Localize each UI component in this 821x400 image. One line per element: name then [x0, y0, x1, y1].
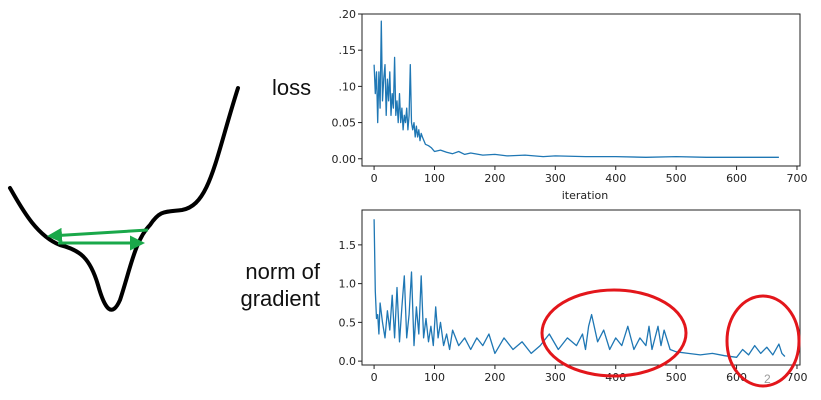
loss-landscape-diagram	[8, 86, 240, 312]
loss-x-axis: 0 100 200 300 400 500 600 700	[371, 166, 807, 185]
gradient-norm-chart: 0 100 200 300 400 500 600 700 0.0 0.5 1.0 1.5	[339, 209, 807, 384]
y-tick-label: 0.05	[332, 117, 357, 130]
y-tick-label: 1.0	[339, 278, 357, 291]
y-tick-label: .20	[339, 8, 357, 21]
x-tick-label: 500	[666, 172, 687, 185]
gradient-series-line	[373, 219, 786, 358]
x-tick-label: 600	[726, 371, 747, 384]
y-tick-label: .15	[339, 44, 357, 57]
loss-y-axis: 0.00 0.05 .10 .15 .20	[332, 8, 362, 166]
x-tick-label: 500	[666, 371, 687, 384]
x-tick-label: 400	[605, 172, 626, 185]
x-tick-label: 600	[726, 172, 747, 185]
x-tick-label: 300	[545, 172, 566, 185]
loss-x-axis-title: iteration	[562, 189, 608, 202]
valley-curve	[8, 86, 240, 312]
x-tick-label: 700	[786, 371, 807, 384]
y-tick-label: 0.5	[339, 316, 357, 329]
gradient-x-axis: 0 100 200 300 400 500 600 700	[371, 365, 807, 384]
x-tick-label: 400	[605, 371, 626, 384]
y-tick-label: 0.00	[332, 153, 357, 166]
y-tick-label: 0.0	[339, 355, 357, 368]
slide-number: 2	[764, 372, 771, 386]
x-tick-label: 0	[371, 371, 378, 384]
norm-label-line-1: norm of	[245, 259, 320, 284]
loss-label: loss	[272, 75, 312, 100]
highlight-ellipse-right	[725, 294, 801, 388]
gradient-y-axis: 0.0 0.5 1.0 1.5	[339, 239, 362, 368]
x-tick-label: 0	[371, 172, 378, 185]
x-tick-label: 700	[786, 172, 807, 185]
y-tick-label: 1.5	[339, 239, 357, 252]
gradient-plot-frame	[361, 209, 801, 366]
x-tick-label: 100	[424, 371, 445, 384]
norm-label-line-2: gradient	[240, 286, 320, 311]
highlight-ellipse-middle	[540, 288, 688, 378]
x-tick-label: 100	[424, 172, 445, 185]
y-tick-label: .10	[339, 80, 357, 93]
loss-chart: 0 100 200 300 400 500 600 700 0.00 0.05 .10 .15 .20…	[332, 8, 808, 202]
x-tick-label: 300	[545, 371, 566, 384]
x-tick-label: 200	[484, 172, 505, 185]
loss-plot-frame	[361, 13, 801, 167]
x-tick-label: 200	[484, 371, 505, 384]
left-arrow	[47, 227, 149, 243]
loss-series-line	[373, 20, 779, 158]
norm-of-gradient-label: norm of gradient	[212, 258, 320, 312]
